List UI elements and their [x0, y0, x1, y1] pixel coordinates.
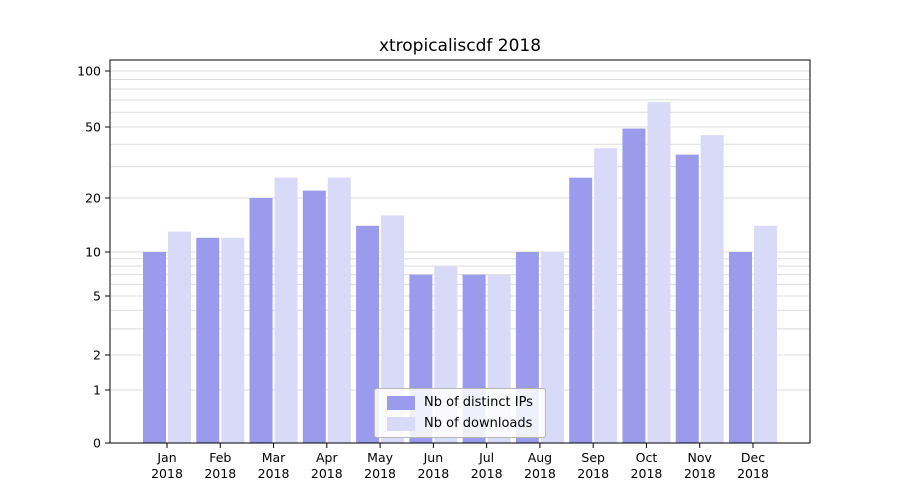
bar-distinct-ips	[143, 252, 166, 443]
x-tick-label-month: Mar	[262, 450, 286, 465]
x-tick-label-year: 2018	[364, 466, 396, 481]
y-tick-label: 2	[93, 348, 101, 363]
x-tick-label-year: 2018	[151, 466, 183, 481]
x-tick-label-month: Feb	[209, 450, 231, 465]
x-tick-label-year: 2018	[311, 466, 343, 481]
legend: Nb of distinct IPs Nb of downloads	[374, 388, 546, 438]
x-tick-label-month: Dec	[741, 450, 765, 465]
bar-downloads	[381, 215, 405, 443]
x-tick-label-year: 2018	[417, 466, 449, 481]
x-tick-label-month: Nov	[688, 450, 713, 465]
bar-downloads	[594, 148, 618, 443]
x-tick-label-month: Jan	[156, 450, 176, 465]
y-tick-label: 50	[85, 120, 101, 135]
x-tick-label-year: 2018	[577, 466, 609, 481]
bar-distinct-ips	[675, 154, 699, 443]
bar-downloads	[221, 237, 245, 443]
bar-distinct-ips	[249, 198, 273, 443]
legend-swatch-distinct-ips	[387, 395, 415, 410]
bar-downloads	[274, 177, 298, 444]
legend-label-downloads: Nb of downloads	[424, 416, 533, 431]
y-tick-label: 10	[85, 245, 101, 260]
y-tick-label: 20	[85, 191, 101, 206]
x-tick-label-month: Jun	[423, 450, 444, 465]
bar-downloads	[754, 225, 777, 443]
y-tick-label: 0	[93, 436, 101, 451]
legend-swatch-downloads	[387, 416, 415, 431]
x-tick-label-year: 2018	[737, 466, 769, 481]
x-tick-label-year: 2018	[684, 466, 716, 481]
legend-label-distinct-ips: Nb of distinct IPs	[424, 395, 533, 410]
x-tick-label-year: 2018	[524, 466, 556, 481]
legend-item-downloads: Nb of downloads	[387, 416, 533, 431]
bar-downloads	[700, 135, 724, 443]
bar-distinct-ips	[356, 225, 380, 443]
x-tick-label-year: 2018	[631, 466, 663, 481]
legend-item-distinct-ips: Nb of distinct IPs	[387, 395, 533, 410]
x-tick-label-month: Oct	[636, 450, 658, 465]
bar-distinct-ips	[729, 252, 752, 443]
x-tick-label-month: May	[367, 450, 393, 465]
bar-downloads	[647, 102, 671, 444]
x-tick-label-month: Jul	[478, 450, 494, 465]
x-tick-label-year: 2018	[258, 466, 290, 481]
bar-downloads	[540, 252, 564, 443]
y-tick-label: 1	[93, 383, 101, 398]
x-tick-label-month: Apr	[316, 450, 338, 465]
x-tick-label-month: Sep	[581, 450, 605, 465]
bar-distinct-ips	[196, 237, 220, 443]
y-tick-label: 100	[77, 64, 101, 79]
bar-distinct-ips	[569, 177, 593, 444]
x-tick-label-month: Aug	[528, 450, 552, 465]
bar-downloads	[327, 177, 351, 444]
chart-title: xtropicaliscdf 2018	[378, 36, 542, 56]
bar-downloads	[168, 231, 191, 443]
x-tick-label-year: 2018	[471, 466, 503, 481]
bar-distinct-ips	[302, 190, 326, 443]
x-tick-label-year: 2018	[204, 466, 236, 481]
y-tick-label: 5	[93, 289, 101, 304]
bar-distinct-ips	[622, 128, 646, 443]
